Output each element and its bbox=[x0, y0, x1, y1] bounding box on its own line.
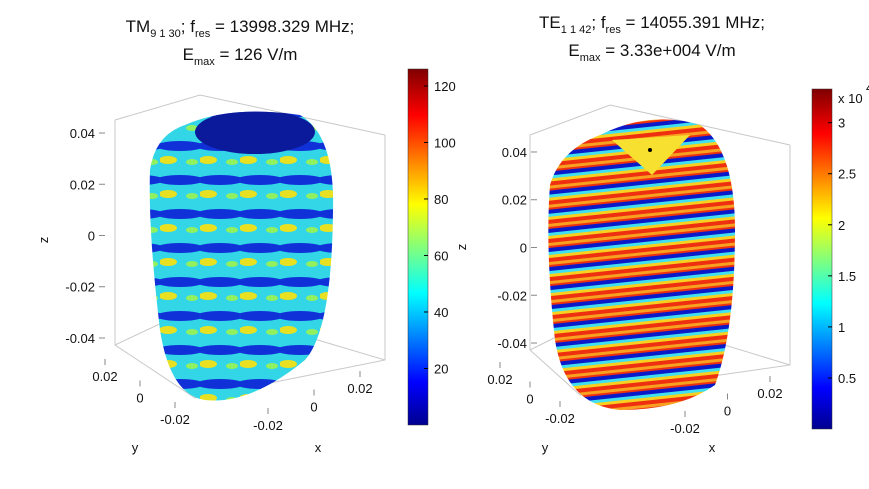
surface-left bbox=[149, 111, 334, 401]
title-text: ; f bbox=[591, 13, 605, 32]
title-subscript: res bbox=[195, 28, 211, 40]
z-tick-label: 0.02 bbox=[502, 193, 527, 208]
colorbar bbox=[811, 88, 833, 430]
z-tick-label: 0.02 bbox=[70, 177, 95, 192]
z-tick-label: -0.02 bbox=[497, 288, 527, 303]
chart-title: Emax = 3.33e+004 V/m bbox=[568, 41, 735, 64]
z-tick-label: 0.04 bbox=[70, 126, 95, 141]
colorbar-tick-label: 2 bbox=[838, 218, 845, 233]
z-tick-label: -0.04 bbox=[497, 336, 527, 351]
title-text: = 3.33e+004 V/m bbox=[600, 41, 735, 60]
z-tick-label: 0 bbox=[88, 229, 95, 244]
title-text: = 14055.391 MHz; bbox=[621, 13, 765, 32]
colorbar-tick-label: 20 bbox=[434, 361, 448, 376]
x-tick-label: 0 bbox=[310, 400, 317, 415]
x-axis-label: x bbox=[315, 440, 322, 455]
chart-title: Emax = 126 V/m bbox=[183, 45, 298, 68]
title-text: = 126 V/m bbox=[215, 45, 298, 64]
colorbar-tick-label: 40 bbox=[434, 305, 448, 320]
z-tick-label: 0.04 bbox=[502, 145, 527, 160]
title-text: TE bbox=[539, 13, 561, 32]
x-tick-label: -0.02 bbox=[253, 418, 283, 433]
chart-title: TE1 1 42; fres = 14055.391 MHz; bbox=[539, 13, 765, 36]
colorbar-exponent: 4 bbox=[866, 80, 869, 95]
y-tick-label: 0.02 bbox=[487, 372, 512, 387]
x-tick-label: -0.02 bbox=[670, 421, 700, 436]
frame-right bbox=[529, 104, 791, 396]
x-axis-label: x bbox=[709, 440, 716, 455]
title-subscript: res bbox=[606, 24, 622, 36]
title-subscript: max bbox=[194, 56, 215, 68]
title-subscript: 9 1 30 bbox=[150, 28, 181, 40]
x-tick-label: 0.02 bbox=[347, 381, 372, 396]
chart-title: TM9 1 30; fres = 13998.329 MHz; bbox=[126, 17, 355, 40]
z-tick-label: -0.02 bbox=[65, 280, 95, 295]
y-tick-label: -0.02 bbox=[545, 411, 575, 426]
y-tick-label: -0.02 bbox=[160, 412, 190, 427]
x-tick-label: 0 bbox=[724, 404, 731, 419]
colorbar-tick-label: 120 bbox=[434, 79, 456, 94]
colorbar-tick-label: 1 bbox=[838, 320, 845, 335]
z-axis-label: z bbox=[454, 244, 469, 251]
title-text: TM bbox=[126, 17, 151, 36]
title-text: ; f bbox=[181, 17, 195, 36]
title-subscript: max bbox=[580, 52, 601, 64]
y-axis-label: y bbox=[542, 440, 549, 455]
title-text: E bbox=[183, 45, 194, 64]
colorbar-tick-label: 100 bbox=[434, 135, 456, 150]
y-tick-label: 0 bbox=[526, 392, 533, 407]
y-tick-label: 0.02 bbox=[92, 369, 117, 384]
title-text: = 13998.329 MHz; bbox=[210, 17, 354, 36]
colorbar-tick-label: 0.5 bbox=[838, 371, 856, 386]
colorbar-tick-label: 3 bbox=[838, 116, 845, 131]
title-subscript: 1 1 42 bbox=[561, 24, 592, 36]
y-axis-label: y bbox=[132, 440, 139, 455]
surface-right bbox=[548, 119, 735, 410]
frame-left bbox=[114, 94, 386, 399]
colorbar-multiplier: x 10 bbox=[838, 91, 863, 106]
z-tick-label: -0.04 bbox=[65, 331, 95, 346]
y-tick-label: 0 bbox=[136, 391, 143, 406]
colorbar bbox=[407, 68, 429, 426]
z-axis-label: z bbox=[36, 237, 51, 244]
colorbar-tick-label: 80 bbox=[434, 192, 448, 207]
title-text: E bbox=[568, 41, 579, 60]
z-tick-label: 0 bbox=[520, 241, 527, 256]
colorbar-tick-label: 2.5 bbox=[838, 167, 856, 182]
colorbar-tick-label: 1.5 bbox=[838, 269, 856, 284]
x-tick-label: 0.02 bbox=[757, 386, 782, 401]
colorbar-tick-label: 60 bbox=[434, 248, 448, 263]
